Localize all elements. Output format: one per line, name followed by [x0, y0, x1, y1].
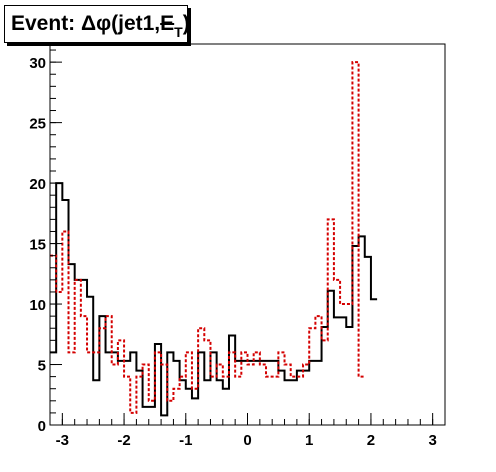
- series-solid-line: [50, 182, 378, 417]
- y-tick-label: 25: [29, 116, 46, 133]
- y-tick-label: 10: [29, 297, 46, 314]
- title-met: E: [160, 12, 175, 35]
- x-tick-label: 2: [367, 432, 375, 449]
- plot-frame: [49, 43, 446, 426]
- title-box: Event: Δφ(jet1,ET): [4, 5, 190, 43]
- x-tick-label: -2: [117, 432, 130, 449]
- x-tick-label: -1: [179, 432, 192, 449]
- title-suffix: ): [182, 12, 190, 35]
- y-tick-label: 5: [38, 358, 46, 375]
- x-tick-label: -3: [56, 432, 69, 449]
- title-symbol: Δφ(jet1,: [81, 12, 161, 35]
- x-tick-label: 3: [428, 432, 436, 449]
- x-tick-label: 0: [243, 432, 251, 449]
- y-tick-label: 20: [29, 176, 46, 193]
- y-tick-label: 15: [29, 237, 46, 254]
- title-prefix: Event:: [11, 12, 82, 35]
- title-sub: T: [174, 24, 183, 40]
- series-dashed-line: [50, 61, 365, 414]
- series-layer: [50, 61, 378, 417]
- y-tick-label: 0: [38, 418, 46, 435]
- chart-title: Event: Δφ(jet1,ET): [11, 12, 190, 40]
- x-tick-label: 1: [305, 432, 313, 449]
- y-tick-label: 30: [29, 55, 46, 72]
